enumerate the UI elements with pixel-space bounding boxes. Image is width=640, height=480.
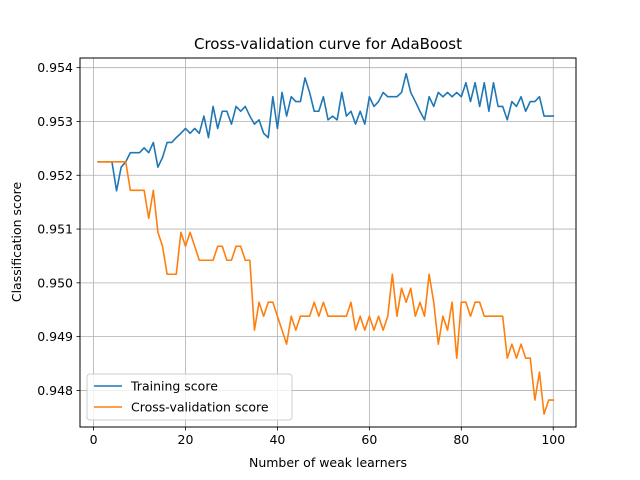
x-tick-label: 100 [541,432,565,447]
cross-validation-score-line [97,161,555,415]
y-axis-label: Classification score [9,182,24,303]
series-layer [97,72,555,415]
tick-layer: 0 20 40 60 80 100 0.948 0.949 0.950 0.951 0.952 0.9… [37,60,565,447]
training-score-line [97,72,555,192]
legend-label-cross-validation: Cross-validation score [131,400,269,415]
x-tick-label: 80 [453,432,469,447]
x-tick-label: 60 [361,432,377,447]
x-tick-label: 40 [269,432,285,447]
x-tick-label: 20 [178,432,194,447]
legend: Training score Cross-validation score [86,373,293,421]
grid-layer [80,58,576,427]
y-tick-label: 0.950 [37,275,73,290]
y-tick-label: 0.954 [37,60,73,75]
y-tick-label: 0.948 [37,383,73,398]
y-tick-label: 0.951 [37,222,73,237]
x-axis-label: Number of weak learners [249,455,407,470]
x-tick-label: 0 [90,432,98,447]
y-tick-label: 0.949 [37,329,73,344]
y-tick-label: 0.952 [37,168,73,183]
y-tick-label: 0.953 [37,114,73,129]
legend-box [86,373,293,421]
legend-label-training: Training score [130,379,218,394]
plot-area-frame [79,57,577,428]
chart-title: Cross-validation curve for AdaBoost [194,35,462,53]
